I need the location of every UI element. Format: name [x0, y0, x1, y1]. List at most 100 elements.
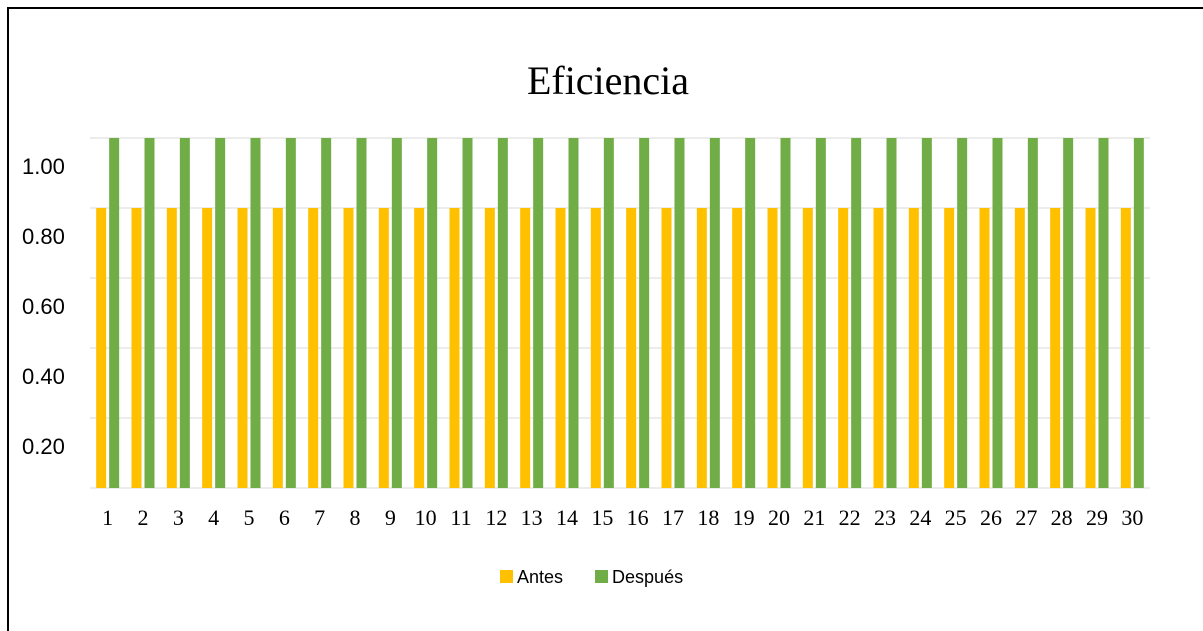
x-tick-label: 23 — [874, 505, 896, 530]
x-tick-label: 12 — [485, 505, 507, 530]
x-tick-label: 19 — [733, 505, 755, 530]
x-tick-label: 16 — [627, 505, 649, 530]
bar — [285, 138, 296, 488]
bar — [462, 138, 473, 488]
x-tick-label: 25 — [945, 505, 967, 530]
y-tick-label: 0.60 — [22, 294, 65, 319]
x-tick-label: 28 — [1051, 505, 1073, 530]
x-tick-label: 4 — [208, 505, 219, 530]
bar — [838, 208, 849, 488]
bar — [639, 138, 650, 488]
x-tick-label: 10 — [415, 505, 437, 530]
bar — [603, 138, 614, 488]
bar — [356, 138, 367, 488]
chart-title: Eficiencia — [527, 58, 689, 103]
bar — [802, 208, 813, 488]
bar — [533, 138, 544, 488]
x-tick-label: 17 — [662, 505, 684, 530]
bar — [626, 208, 637, 488]
bar — [555, 208, 566, 488]
bar — [944, 208, 955, 488]
bar — [1027, 138, 1038, 488]
bar — [414, 208, 425, 488]
bar — [520, 208, 531, 488]
bar — [590, 208, 601, 488]
bar — [908, 208, 919, 488]
legend-swatch — [595, 570, 609, 583]
bar — [321, 138, 332, 488]
bar — [745, 138, 756, 488]
bar — [484, 208, 495, 488]
bar — [166, 208, 177, 488]
x-tick-label: 21 — [803, 505, 825, 530]
bar — [873, 208, 884, 488]
bar — [1133, 138, 1144, 488]
x-tick-label: 22 — [839, 505, 861, 530]
x-tick-label: 30 — [1121, 505, 1143, 530]
bar — [215, 138, 226, 488]
bar — [709, 138, 720, 488]
x-tick-label: 24 — [909, 505, 931, 530]
x-tick-label: 29 — [1086, 505, 1108, 530]
bar — [378, 208, 389, 488]
bar — [144, 138, 155, 488]
x-tick-label: 5 — [244, 505, 255, 530]
bar — [202, 208, 213, 488]
x-tick-label: 1 — [102, 505, 113, 530]
bar — [250, 138, 261, 488]
bar — [568, 138, 579, 488]
bar — [732, 208, 743, 488]
bar — [1085, 208, 1096, 488]
x-tick-label: 18 — [697, 505, 719, 530]
bar — [1014, 208, 1025, 488]
bar — [179, 138, 190, 488]
x-tick-label: 9 — [385, 505, 396, 530]
legend-label: Después — [612, 567, 683, 587]
y-tick-label: 0.80 — [22, 224, 65, 249]
bar — [661, 208, 672, 488]
bar — [674, 138, 685, 488]
x-tick-label: 8 — [350, 505, 361, 530]
y-tick-label: 0.40 — [22, 364, 65, 389]
x-tick-label: 27 — [1015, 505, 1037, 530]
x-tick-label: 7 — [314, 505, 325, 530]
bar — [1063, 138, 1074, 488]
bar — [497, 138, 508, 488]
x-tick-label: 15 — [591, 505, 613, 530]
bar — [979, 208, 990, 488]
bar — [1050, 208, 1061, 488]
bar — [767, 208, 778, 488]
x-tick-label: 6 — [279, 505, 290, 530]
x-tick-label: 11 — [450, 505, 471, 530]
bar — [1098, 138, 1109, 488]
bar — [449, 208, 460, 488]
bar — [427, 138, 438, 488]
bar — [272, 208, 283, 488]
bar — [992, 138, 1003, 488]
x-tick-label: 20 — [768, 505, 790, 530]
bar — [391, 138, 402, 488]
bar — [1120, 208, 1131, 488]
bar — [815, 138, 826, 488]
y-tick-label: 0.20 — [22, 434, 65, 459]
bar — [237, 208, 248, 488]
bar — [343, 208, 354, 488]
x-tick-label: 3 — [173, 505, 184, 530]
legend-label: Antes — [517, 567, 563, 587]
bar — [780, 138, 791, 488]
bar — [131, 208, 142, 488]
chart-frame — [7, 7, 1203, 631]
x-tick-label: 26 — [980, 505, 1002, 530]
x-tick-label: 14 — [556, 505, 578, 530]
bar — [957, 138, 968, 488]
y-tick-label: 1.00 — [22, 154, 65, 179]
bar — [96, 208, 107, 488]
bar — [886, 138, 897, 488]
bar — [109, 138, 120, 488]
bar — [308, 208, 319, 488]
legend-swatch — [500, 570, 513, 583]
bar — [696, 208, 707, 488]
bar — [921, 138, 932, 488]
x-tick-label: 13 — [521, 505, 543, 530]
